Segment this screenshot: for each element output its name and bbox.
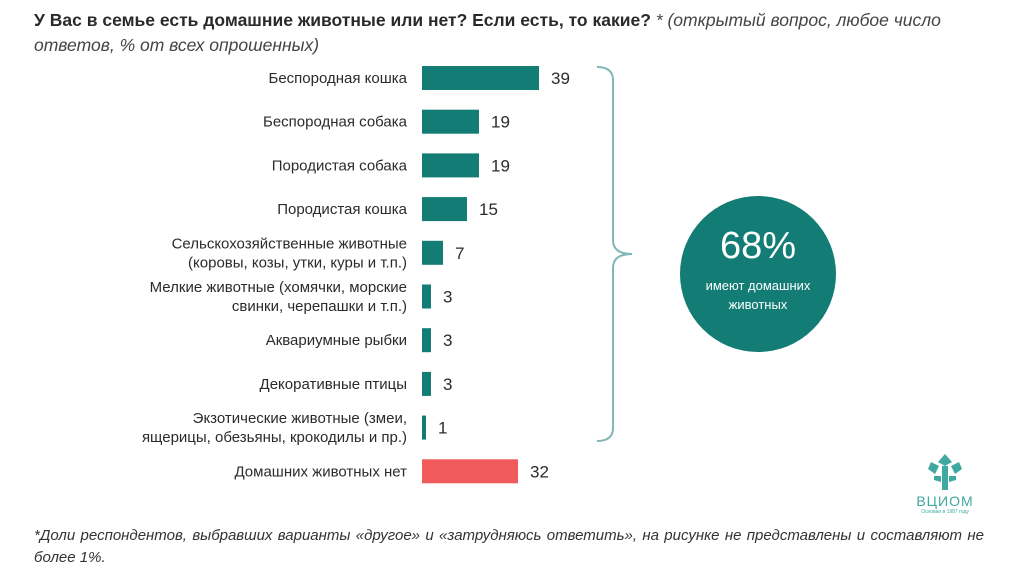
- question-note: * (открытый вопрос, любое число ответов,…: [34, 10, 941, 55]
- value-label-3: 15: [479, 200, 498, 219]
- category-label-line: Беспородная кошка: [268, 70, 407, 87]
- group-bracket: [596, 66, 633, 442]
- category-label-line: Декоративные птицы: [260, 376, 407, 393]
- logo-name: ВЦИОМ: [916, 493, 974, 509]
- bar-5: [422, 284, 431, 309]
- bar-6: [422, 328, 431, 353]
- bar-8: [422, 415, 426, 440]
- bar-2: [422, 153, 479, 178]
- category-label-line: Экзотические животные (змеи,: [193, 410, 407, 427]
- tree-logo-icon: [928, 454, 962, 490]
- bar-4: [422, 240, 443, 265]
- value-label-4: 7: [455, 244, 464, 263]
- value-label-1: 19: [491, 113, 510, 132]
- pet-owners-badge: 68% имеют домашних животных: [680, 196, 836, 352]
- category-label-line: Домашних животных нет: [234, 463, 407, 480]
- logo-since: Основан в 1987 году: [921, 509, 969, 515]
- value-label-5: 3: [443, 288, 452, 307]
- badge-percent: 68%: [719, 225, 797, 267]
- bar-7: [422, 371, 431, 396]
- category-label-0: Беспородная кошка: [268, 70, 407, 87]
- vciom-logo: ВЦИОМ Основан в 1987 году: [900, 452, 990, 522]
- chart-title: У Вас в семье есть домашние животные или…: [34, 8, 989, 58]
- category-label-line: ящерицы, обезьяны, крокодилы и пр.): [142, 429, 407, 446]
- value-label-6: 3: [443, 331, 452, 350]
- value-label-7: 3: [443, 375, 452, 394]
- value-label-8: 1: [438, 419, 447, 438]
- category-label-5: Мелкие животные (хомячки, морские свинки,…: [150, 279, 407, 315]
- bar-0: [422, 66, 539, 90]
- category-label-line: Беспородная собака: [263, 114, 408, 131]
- badge-caption: имеют домашних животных: [705, 278, 811, 312]
- bar-9: [422, 459, 518, 484]
- footnote: *Доли респондентов, выбравших варианты «…: [34, 527, 984, 566]
- category-label-line: Породистая собака: [272, 157, 408, 174]
- category-label-2: Породистая собака: [272, 157, 408, 174]
- category-label-1: Беспородная собака: [263, 114, 408, 131]
- bar-3: [422, 197, 467, 222]
- category-label-line: Сельскохозяйственные животные: [172, 235, 407, 252]
- category-label-7: Декоративные птицы: [260, 376, 407, 393]
- value-label-0: 39: [551, 69, 570, 88]
- category-label-line: Породистая кошка: [277, 201, 407, 218]
- value-label-9: 32: [530, 462, 549, 481]
- category-label-4: Сельскохозяйственные животные (коровы, ко…: [172, 235, 407, 271]
- category-label-line: свинки, черепашки и т.п.): [232, 298, 407, 315]
- category-label-line: Аквариумные рыбки: [266, 332, 407, 349]
- category-label-line: Мелкие животные (хомячки, морские: [150, 279, 407, 296]
- category-label-3: Породистая кошка: [277, 201, 407, 218]
- category-label-6: Аквариумные рыбки: [266, 332, 407, 349]
- category-label-9: Домашних животных нет: [234, 463, 407, 480]
- category-label-line: (коровы, козы, утки, куры и т.п.): [188, 254, 407, 271]
- bars-group: 39 Беспородная кошка 19 Беспородная собака 1…: [142, 66, 570, 484]
- bar-1: [422, 109, 479, 134]
- category-label-8: Экзотические животные (змеи, ящерицы, обе…: [142, 410, 407, 446]
- question-text: У Вас в семье есть домашние животные или…: [34, 10, 651, 30]
- value-label-2: 19: [491, 156, 510, 175]
